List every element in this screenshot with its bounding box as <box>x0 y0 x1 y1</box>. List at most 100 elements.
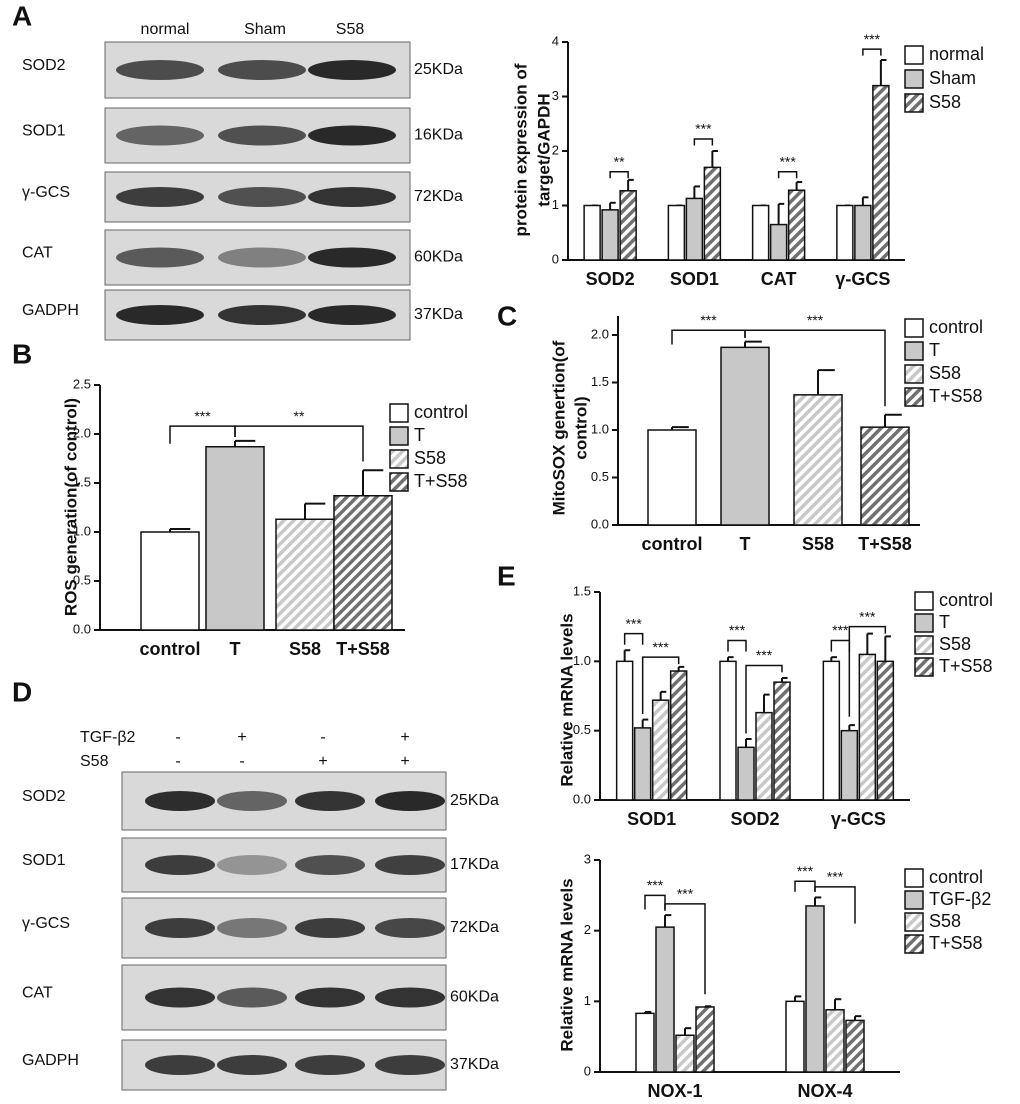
blot-band <box>116 60 204 80</box>
legend-label: T <box>414 425 425 445</box>
size-label: 17KDa <box>450 856 499 873</box>
significance-label: *** <box>779 153 796 169</box>
legend-swatch <box>904 45 924 65</box>
x-tick-label: S58 <box>289 639 321 659</box>
bar <box>140 531 200 631</box>
legend-label: S58 <box>929 363 961 383</box>
legend-swatch <box>904 934 924 954</box>
protein-label: SOD1 <box>22 123 66 140</box>
blot-band <box>218 187 306 207</box>
blot-band <box>145 855 215 875</box>
legend-swatch <box>904 341 924 361</box>
size-label: 16KDa <box>414 127 463 144</box>
blot-band <box>116 305 204 325</box>
bar <box>751 204 770 261</box>
y-tick-label: 1 <box>584 993 591 1008</box>
significance-label: *** <box>859 608 876 624</box>
blot-band <box>217 987 287 1008</box>
significance-label: *** <box>625 615 642 631</box>
blot-band <box>375 1055 445 1075</box>
size-label: 72KDa <box>450 919 499 936</box>
x-tick-label: T+S58 <box>858 534 912 554</box>
panel-label: D <box>12 676 32 707</box>
blot-band <box>218 305 306 325</box>
bar <box>275 518 335 631</box>
blot-band <box>308 125 396 146</box>
blot-band <box>295 855 365 875</box>
y-tick-label: 0.5 <box>73 572 91 587</box>
bar <box>667 204 686 261</box>
treatment-sign: - <box>239 753 244 770</box>
bar <box>805 905 825 1073</box>
blot-band <box>308 247 396 268</box>
protein-label: SOD1 <box>22 852 66 869</box>
blot-band <box>217 791 287 811</box>
x-tick-label: S58 <box>802 534 834 554</box>
blot-band <box>308 187 396 207</box>
treatment-sign: + <box>318 753 327 770</box>
significance-label: *** <box>807 312 824 328</box>
bar <box>785 1000 805 1073</box>
protein-label: CAT <box>22 245 53 262</box>
x-tick-label: T <box>230 639 241 659</box>
legend-label: T+S58 <box>929 386 983 406</box>
legend-label: S58 <box>939 634 971 654</box>
legend-label: T+S58 <box>939 656 993 676</box>
bar <box>825 1009 845 1073</box>
treatment-label: TGF-β2 <box>80 729 136 746</box>
bar <box>685 197 704 261</box>
significance-bracket <box>609 170 629 179</box>
x-tick-label: CAT <box>761 269 797 289</box>
bar <box>647 429 697 526</box>
y-tick-label: 2 <box>552 142 559 157</box>
x-tick-label: SOD2 <box>586 269 635 289</box>
significance-bracket <box>641 656 680 715</box>
blot-band <box>218 125 306 146</box>
significance-bracket <box>623 632 644 645</box>
blot-band <box>375 987 445 1008</box>
y-axis-label: protein expression of <box>511 63 530 236</box>
significance-bracket <box>664 903 706 995</box>
significance-label: *** <box>677 886 694 902</box>
y-tick-label: 0.0 <box>73 621 91 636</box>
blot-band <box>218 247 306 268</box>
x-tick-label: NOX-1 <box>647 1081 702 1101</box>
bar <box>635 1012 655 1073</box>
size-label: 25KDa <box>414 61 463 78</box>
significance-bracket <box>234 425 364 462</box>
blot-band <box>308 60 396 80</box>
blot-band <box>295 1055 365 1075</box>
lane-label: normal <box>141 21 190 38</box>
legend-label: TGF-β2 <box>929 889 991 909</box>
treatment-sign: + <box>237 729 246 746</box>
significance-bracket <box>814 886 856 924</box>
x-tick-label: γ-GCS <box>831 809 886 829</box>
protein-label: SOD2 <box>22 57 66 74</box>
panel-label: B <box>12 338 32 369</box>
y-tick-label: 2.0 <box>591 326 609 341</box>
legend-label: control <box>414 402 468 422</box>
bar <box>845 1019 865 1073</box>
protein-label: γ-GCS <box>22 915 70 932</box>
blot-band <box>145 918 215 938</box>
legend-swatch <box>389 449 409 469</box>
protein-label: SOD2 <box>22 788 66 805</box>
legend-label: control <box>939 590 993 610</box>
significance-bracket <box>862 48 882 56</box>
y-tick-label: 1.5 <box>573 583 591 598</box>
y-axis-label: target/GAPDH <box>534 93 553 206</box>
bar <box>619 190 637 261</box>
protein-label: CAT <box>22 985 53 1002</box>
legend-swatch <box>904 364 924 384</box>
y-tick-label: 1.0 <box>73 523 91 538</box>
x-tick-label: γ-GCS <box>835 269 890 289</box>
bar <box>333 494 393 631</box>
x-tick-label: T+S58 <box>336 639 390 659</box>
significance-label: *** <box>647 877 664 893</box>
y-axis-label: Relative mRNA levels <box>557 878 576 1051</box>
bar <box>872 84 890 261</box>
legend-swatch <box>914 635 934 655</box>
y-tick-label: 1.0 <box>573 653 591 668</box>
